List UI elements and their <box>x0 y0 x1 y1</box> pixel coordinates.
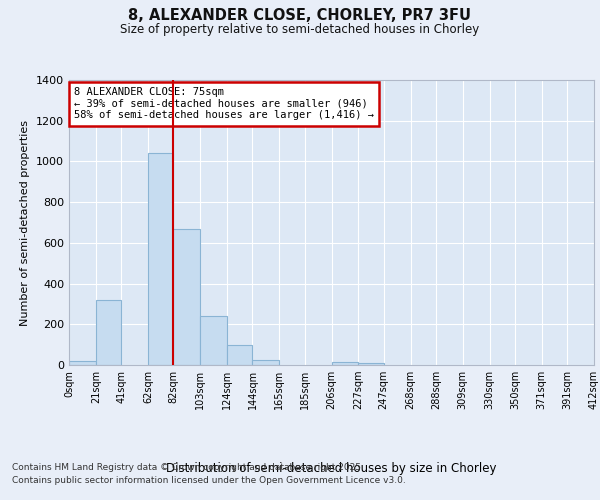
Bar <box>69 361 96 365</box>
X-axis label: Distribution of semi-detached houses by size in Chorley: Distribution of semi-detached houses by … <box>166 462 497 475</box>
Bar <box>358 363 384 365</box>
Bar <box>96 300 121 365</box>
Bar <box>148 154 173 365</box>
Text: 8 ALEXANDER CLOSE: 75sqm
← 39% of semi-detached houses are smaller (946)
58% of : 8 ALEXANDER CLOSE: 75sqm ← 39% of semi-d… <box>74 87 374 120</box>
Bar <box>253 360 279 365</box>
Text: 8, ALEXANDER CLOSE, CHORLEY, PR7 3FU: 8, ALEXANDER CLOSE, CHORLEY, PR7 3FU <box>128 8 472 22</box>
Text: Contains HM Land Registry data © Crown copyright and database right 2025.: Contains HM Land Registry data © Crown c… <box>12 464 364 472</box>
Bar <box>173 228 200 365</box>
Bar <box>227 344 253 365</box>
Text: Size of property relative to semi-detached houses in Chorley: Size of property relative to semi-detach… <box>121 22 479 36</box>
Text: Contains public sector information licensed under the Open Government Licence v3: Contains public sector information licen… <box>12 476 406 485</box>
Bar <box>200 316 227 365</box>
Y-axis label: Number of semi-detached properties: Number of semi-detached properties <box>20 120 31 326</box>
Bar <box>331 362 358 365</box>
